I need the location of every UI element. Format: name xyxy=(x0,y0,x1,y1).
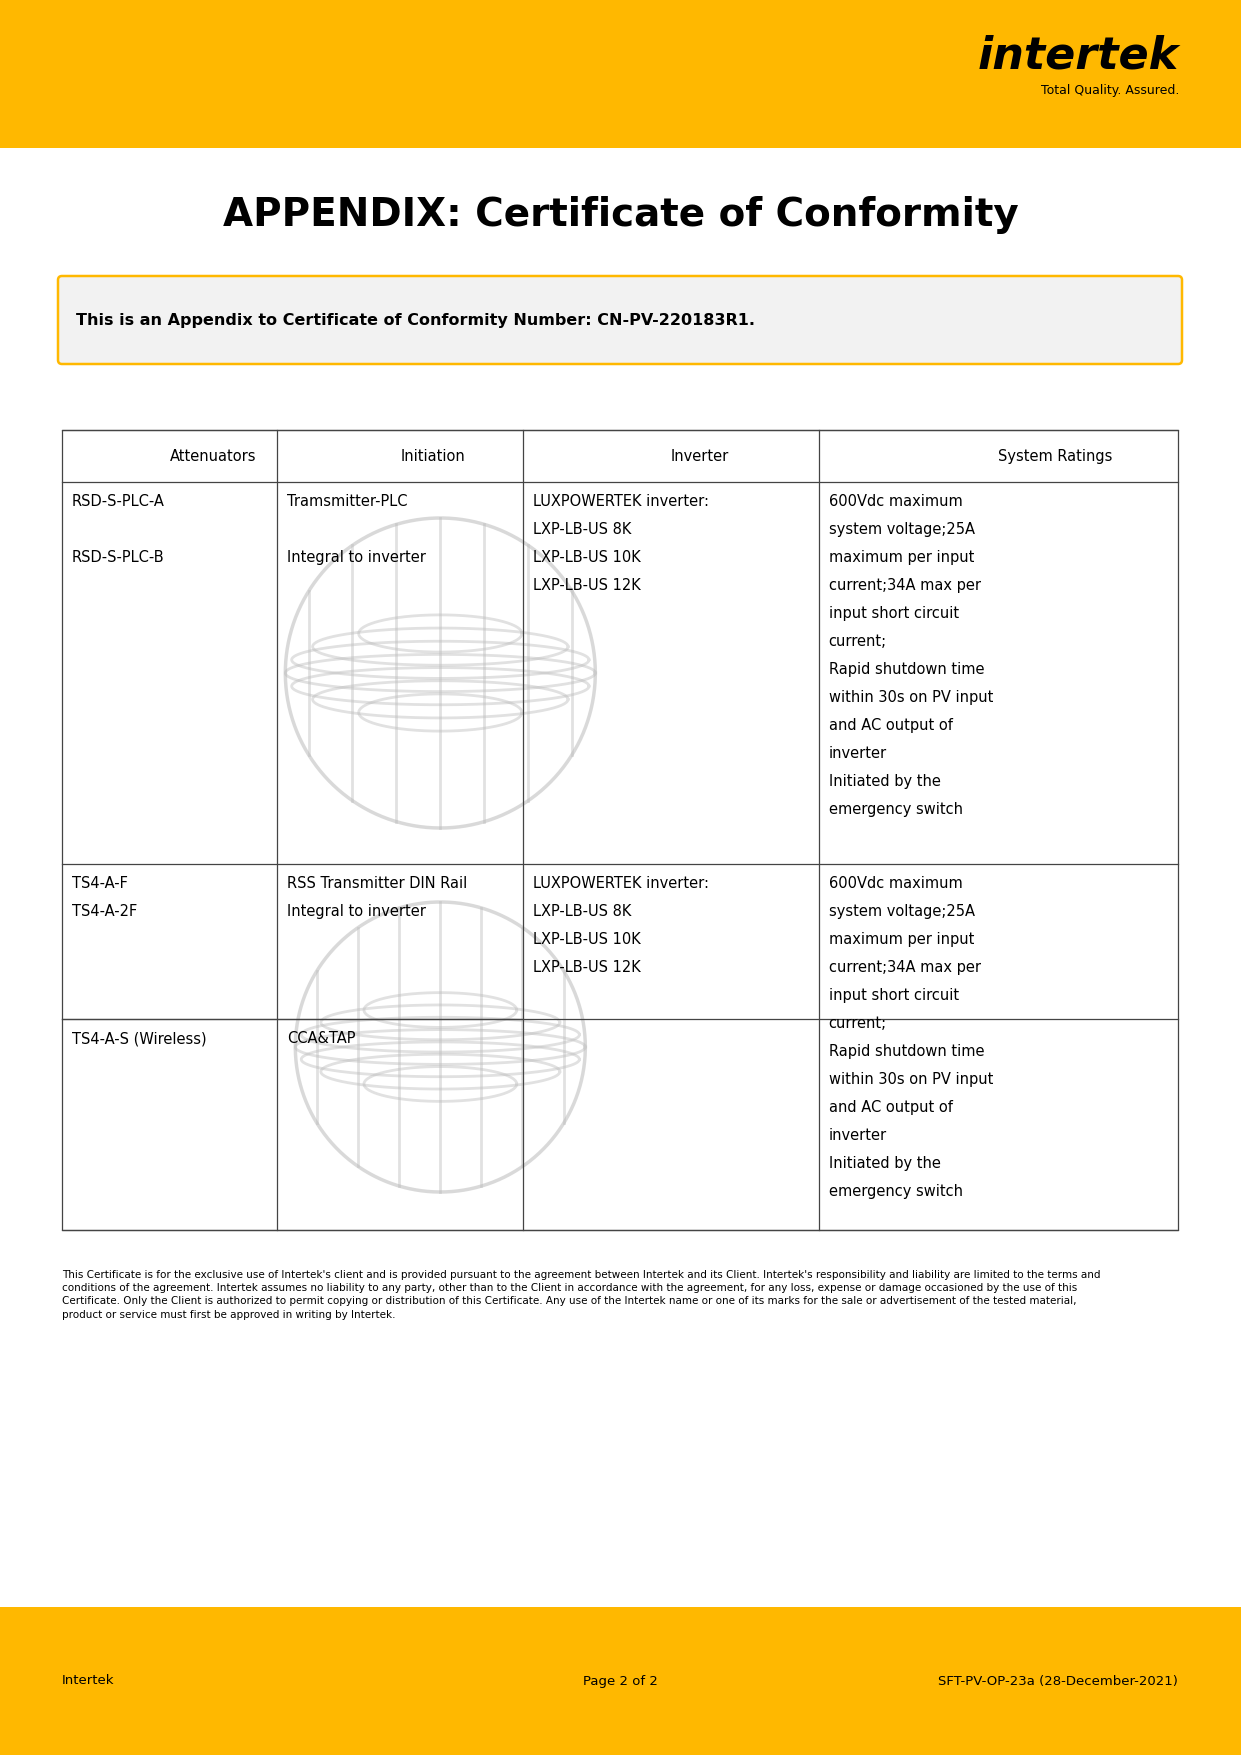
Text: current;: current; xyxy=(829,634,887,649)
Text: input short circuit: input short circuit xyxy=(829,988,959,1004)
Text: current;34A max per: current;34A max per xyxy=(829,960,980,976)
Text: CCA&TAP: CCA&TAP xyxy=(288,1030,356,1046)
Text: Total Quality. Assured.: Total Quality. Assured. xyxy=(1041,84,1179,97)
Text: input short circuit: input short circuit xyxy=(829,605,959,621)
Text: Attenuators: Attenuators xyxy=(170,449,256,463)
Text: 600Vdc maximum: 600Vdc maximum xyxy=(829,493,963,509)
Text: inverter: inverter xyxy=(829,746,887,762)
Text: LXP-LB-US 10K: LXP-LB-US 10K xyxy=(532,549,640,565)
Text: SFT-PV-OP-23a (28-December-2021): SFT-PV-OP-23a (28-December-2021) xyxy=(938,1674,1178,1688)
Text: This Certificate is for the exclusive use of Intertek's client and is provided p: This Certificate is for the exclusive us… xyxy=(62,1271,1101,1320)
Text: LXP-LB-US 12K: LXP-LB-US 12K xyxy=(532,960,640,976)
Text: Integral to inverter: Integral to inverter xyxy=(288,904,426,920)
Text: TS4-A-F: TS4-A-F xyxy=(72,876,128,892)
Text: Rapid shutdown time: Rapid shutdown time xyxy=(829,662,984,677)
Text: TS4-A-2F: TS4-A-2F xyxy=(72,904,138,920)
Text: LUXPOWERTEK inverter:: LUXPOWERTEK inverter: xyxy=(532,493,709,509)
Text: LXP-LB-US 8K: LXP-LB-US 8K xyxy=(532,904,632,920)
Text: current;: current; xyxy=(829,1016,887,1030)
Bar xyxy=(0,1608,1241,1755)
Text: maximum per input: maximum per input xyxy=(829,549,974,565)
Text: emergency switch: emergency switch xyxy=(829,1185,963,1199)
Text: 600Vdc maximum: 600Vdc maximum xyxy=(829,876,963,892)
Text: system voltage;25A: system voltage;25A xyxy=(829,904,974,920)
Text: Initiated by the: Initiated by the xyxy=(829,774,941,790)
Text: system voltage;25A: system voltage;25A xyxy=(829,521,974,537)
Text: LXP-LB-US 12K: LXP-LB-US 12K xyxy=(532,577,640,593)
Text: within 30s on PV input: within 30s on PV input xyxy=(829,1072,993,1086)
Text: Integral to inverter: Integral to inverter xyxy=(288,549,426,565)
Text: Intertek: Intertek xyxy=(62,1674,114,1688)
Text: APPENDIX: Certificate of Conformity: APPENDIX: Certificate of Conformity xyxy=(222,197,1019,233)
Text: LUXPOWERTEK inverter:: LUXPOWERTEK inverter: xyxy=(532,876,709,892)
Text: Inverter: Inverter xyxy=(671,449,728,463)
Text: RSS Transmitter DIN Rail: RSS Transmitter DIN Rail xyxy=(288,876,468,892)
Text: intertek: intertek xyxy=(978,35,1179,77)
Text: Initiation: Initiation xyxy=(400,449,465,463)
Text: Tramsmitter-PLC: Tramsmitter-PLC xyxy=(288,493,408,509)
Bar xyxy=(62,430,1178,1230)
Text: Page 2 of 2: Page 2 of 2 xyxy=(583,1674,658,1688)
Text: RSD-S-PLC-A: RSD-S-PLC-A xyxy=(72,493,165,509)
Text: inverter: inverter xyxy=(829,1128,887,1143)
Text: System Ratings: System Ratings xyxy=(998,449,1113,463)
Text: TS4-A-S (Wireless): TS4-A-S (Wireless) xyxy=(72,1030,206,1046)
Text: Initiated by the: Initiated by the xyxy=(829,1157,941,1171)
Text: Rapid shutdown time: Rapid shutdown time xyxy=(829,1044,984,1058)
Text: and AC output of: and AC output of xyxy=(829,1100,953,1114)
Text: This is an Appendix to Certificate of Conformity Number: CN-PV-220183R1.: This is an Appendix to Certificate of Co… xyxy=(76,312,755,328)
Text: maximum per input: maximum per input xyxy=(829,932,974,948)
Text: within 30s on PV input: within 30s on PV input xyxy=(829,690,993,706)
Text: emergency switch: emergency switch xyxy=(829,802,963,818)
Text: current;34A max per: current;34A max per xyxy=(829,577,980,593)
Bar xyxy=(0,0,1241,147)
Text: LXP-LB-US 10K: LXP-LB-US 10K xyxy=(532,932,640,948)
Text: LXP-LB-US 8K: LXP-LB-US 8K xyxy=(532,521,632,537)
Text: RSD-S-PLC-B: RSD-S-PLC-B xyxy=(72,549,165,565)
FancyBboxPatch shape xyxy=(58,276,1181,363)
Text: and AC output of: and AC output of xyxy=(829,718,953,734)
